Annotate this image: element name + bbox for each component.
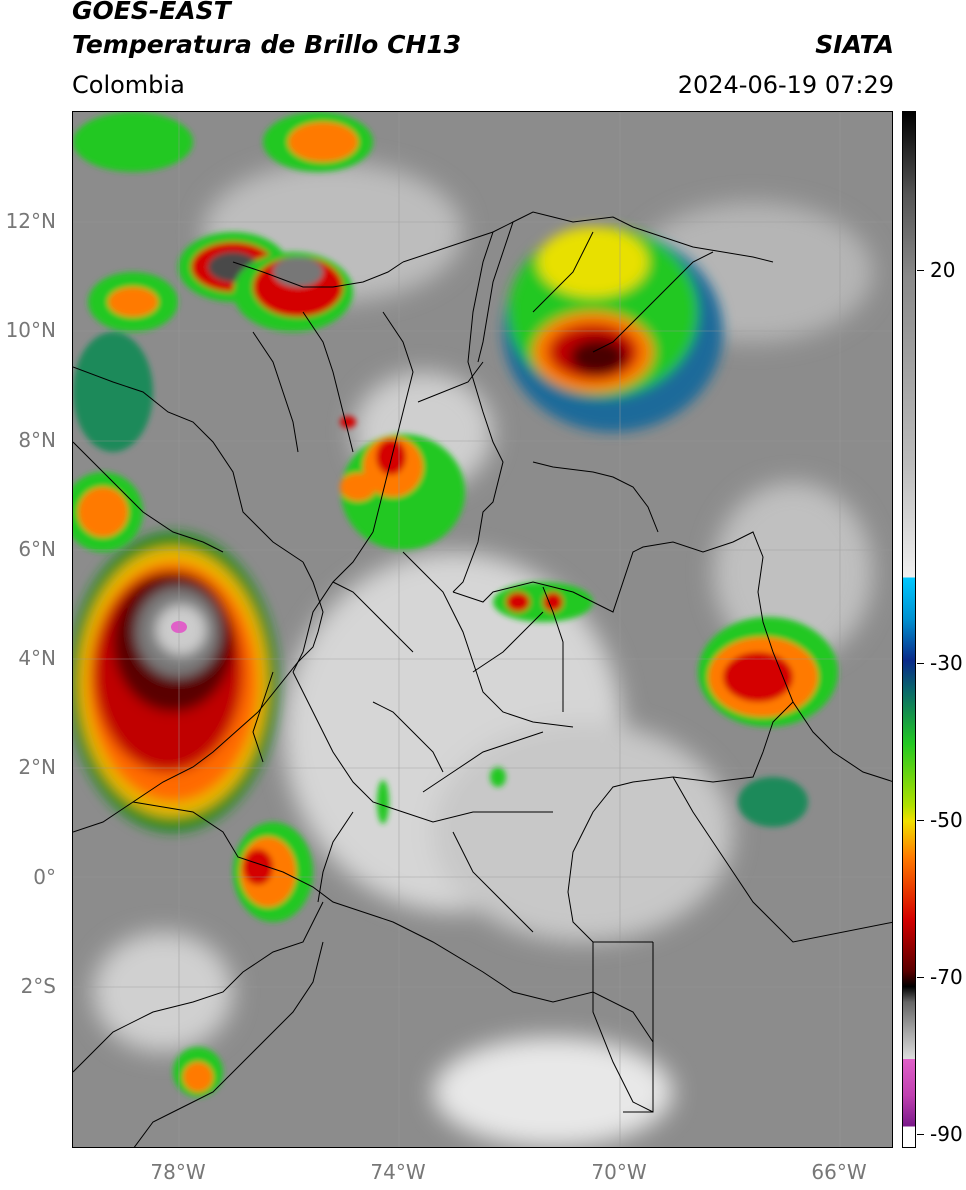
cb-label-m70: -70 (930, 965, 963, 989)
lon-label-74w: 74°W (370, 1160, 426, 1184)
cb-tick-m30 (917, 663, 924, 664)
cb-label-m90: -90 (930, 1122, 963, 1146)
cb-label-m30: -30 (930, 651, 963, 675)
datetime-label: 2024-06-19 07:29 (677, 71, 894, 99)
lat-label-8n: 8°N (18, 428, 56, 452)
title-satellite: GOES-EAST (72, 0, 231, 25)
region-label: Colombia (72, 71, 185, 99)
storm-cells (73, 112, 838, 1097)
lat-label-10n: 10°N (5, 318, 56, 342)
temperature-colorbar (902, 111, 916, 1148)
lat-label-2n: 2°N (18, 755, 56, 779)
satellite-map[interactable] (72, 111, 893, 1148)
lon-label-78w: 78°W (150, 1160, 206, 1184)
graticule (73, 112, 892, 1147)
lat-label-0: 0° (33, 865, 56, 889)
lat-label-2s: 2°S (20, 974, 56, 998)
cb-tick-m50 (917, 820, 924, 821)
lon-label-70w: 70°W (591, 1160, 647, 1184)
lat-label-12n: 12°N (5, 209, 56, 233)
lon-label-66w: 66°W (811, 1160, 867, 1184)
cb-tick-m70 (917, 977, 924, 978)
lat-label-4n: 4°N (18, 646, 56, 670)
country-borders (73, 211, 892, 1147)
cb-label-m50: -50 (930, 808, 963, 832)
cb-label-20: 20 (930, 258, 956, 282)
organization-label: SIATA (815, 30, 894, 59)
lat-label-6n: 6°N (18, 537, 56, 561)
title-product: Temperatura de Brillo CH13 (72, 30, 462, 59)
cb-tick-m90 (917, 1134, 924, 1135)
map-image (73, 112, 892, 1147)
cb-tick-20 (917, 270, 924, 271)
